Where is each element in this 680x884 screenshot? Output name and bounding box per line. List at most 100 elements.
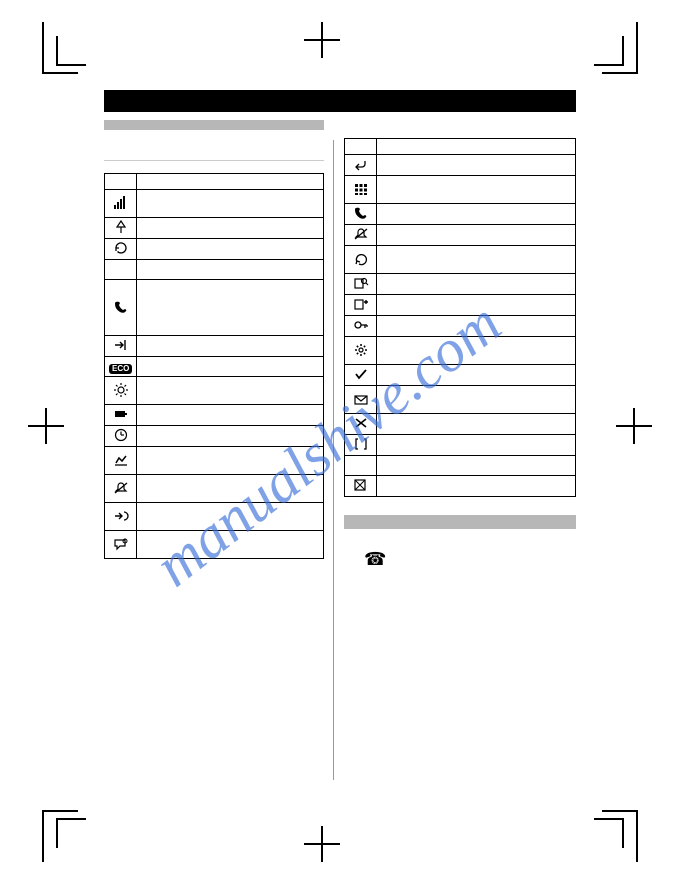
description-cell xyxy=(377,225,576,246)
description-cell xyxy=(137,190,324,218)
sun-icon xyxy=(105,377,137,405)
left-icon-table: ECO xyxy=(104,173,324,559)
table-row xyxy=(105,405,324,426)
description-cell xyxy=(137,377,324,405)
crop-mark xyxy=(28,408,64,444)
description-cell xyxy=(377,274,576,295)
ringer-off-icon xyxy=(105,475,137,503)
eco-icon: ECO xyxy=(105,357,137,377)
table-row xyxy=(345,316,576,337)
table-row xyxy=(345,295,576,316)
description-cell xyxy=(137,405,324,426)
crop-mark xyxy=(304,22,340,58)
table-row xyxy=(345,204,576,225)
table-row xyxy=(105,239,324,260)
right-icon-table xyxy=(344,138,576,497)
right-column: ☎ xyxy=(344,138,576,570)
description-cell xyxy=(377,246,576,274)
handset-icon xyxy=(105,280,137,336)
description-cell xyxy=(137,426,324,447)
description-cell xyxy=(377,316,576,337)
signal-icon xyxy=(105,190,137,218)
crop-mark xyxy=(56,818,86,848)
description-cell xyxy=(377,386,576,414)
description-cell xyxy=(377,476,576,497)
table-row xyxy=(105,260,324,280)
speech-icon xyxy=(105,531,137,559)
chart-icon xyxy=(105,447,137,475)
table-row xyxy=(345,414,576,435)
bell-off-icon xyxy=(345,225,377,246)
crop-mark xyxy=(594,36,624,66)
gear-icon xyxy=(345,337,377,365)
keypad-icon xyxy=(345,176,377,204)
description-cell xyxy=(377,155,576,176)
table-row xyxy=(105,447,324,475)
description-cell xyxy=(377,365,576,386)
description-cell xyxy=(137,218,324,239)
crop-mark xyxy=(56,36,86,66)
description-cell xyxy=(137,357,324,377)
table-row xyxy=(345,274,576,295)
table-row xyxy=(105,426,324,447)
clock-icon xyxy=(105,426,137,447)
description-cell xyxy=(137,280,324,336)
crop-mark xyxy=(616,408,652,444)
description-cell xyxy=(137,260,324,280)
description-cell xyxy=(377,456,576,476)
table-row xyxy=(345,246,576,274)
description-cell xyxy=(377,176,576,204)
section-bar-left xyxy=(104,120,324,130)
table-row xyxy=(345,365,576,386)
blank-icon xyxy=(345,456,377,476)
handset2-icon xyxy=(345,204,377,225)
blank-icon xyxy=(105,260,137,280)
table-row xyxy=(105,190,324,218)
antenna-down-icon xyxy=(105,218,137,239)
column-divider xyxy=(333,140,334,780)
description-cell xyxy=(377,435,576,456)
table-row xyxy=(345,225,576,246)
table-row xyxy=(105,475,324,503)
table-row xyxy=(105,280,324,336)
key-icon xyxy=(345,316,377,337)
table-row: ECO xyxy=(105,357,324,377)
table-row xyxy=(345,176,576,204)
return-icon xyxy=(345,155,377,176)
table-row xyxy=(345,456,576,476)
brackets-icon xyxy=(345,435,377,456)
phone-icon: ☎ xyxy=(364,549,576,570)
arrow-in-icon xyxy=(105,336,137,357)
table-row xyxy=(105,336,324,357)
section-bar-bottom xyxy=(344,515,576,529)
table-row xyxy=(105,503,324,531)
divider-line xyxy=(104,160,324,161)
section-bar-right xyxy=(344,120,576,130)
header-black-bar xyxy=(104,90,576,112)
description-cell xyxy=(137,239,324,260)
cross-icon xyxy=(345,414,377,435)
redo-icon xyxy=(345,246,377,274)
description-cell xyxy=(377,414,576,435)
description-cell xyxy=(137,336,324,357)
description-cell xyxy=(137,447,324,475)
table-row xyxy=(345,386,576,414)
table-row xyxy=(105,218,324,239)
book-search-icon xyxy=(345,274,377,295)
page-content: ECO ☎ xyxy=(104,90,576,570)
table-row xyxy=(345,337,576,365)
description-cell xyxy=(137,531,324,559)
description-cell xyxy=(137,503,324,531)
left-column: ECO xyxy=(104,138,324,570)
check-icon xyxy=(345,365,377,386)
crop-mark xyxy=(594,818,624,848)
table-row xyxy=(105,377,324,405)
battery-icon xyxy=(105,405,137,426)
table-row xyxy=(345,476,576,497)
book-add-icon xyxy=(345,295,377,316)
refresh-icon xyxy=(105,239,137,260)
description-cell xyxy=(137,475,324,503)
table-row xyxy=(345,155,576,176)
inbox-icon xyxy=(345,386,377,414)
description-cell xyxy=(377,337,576,365)
